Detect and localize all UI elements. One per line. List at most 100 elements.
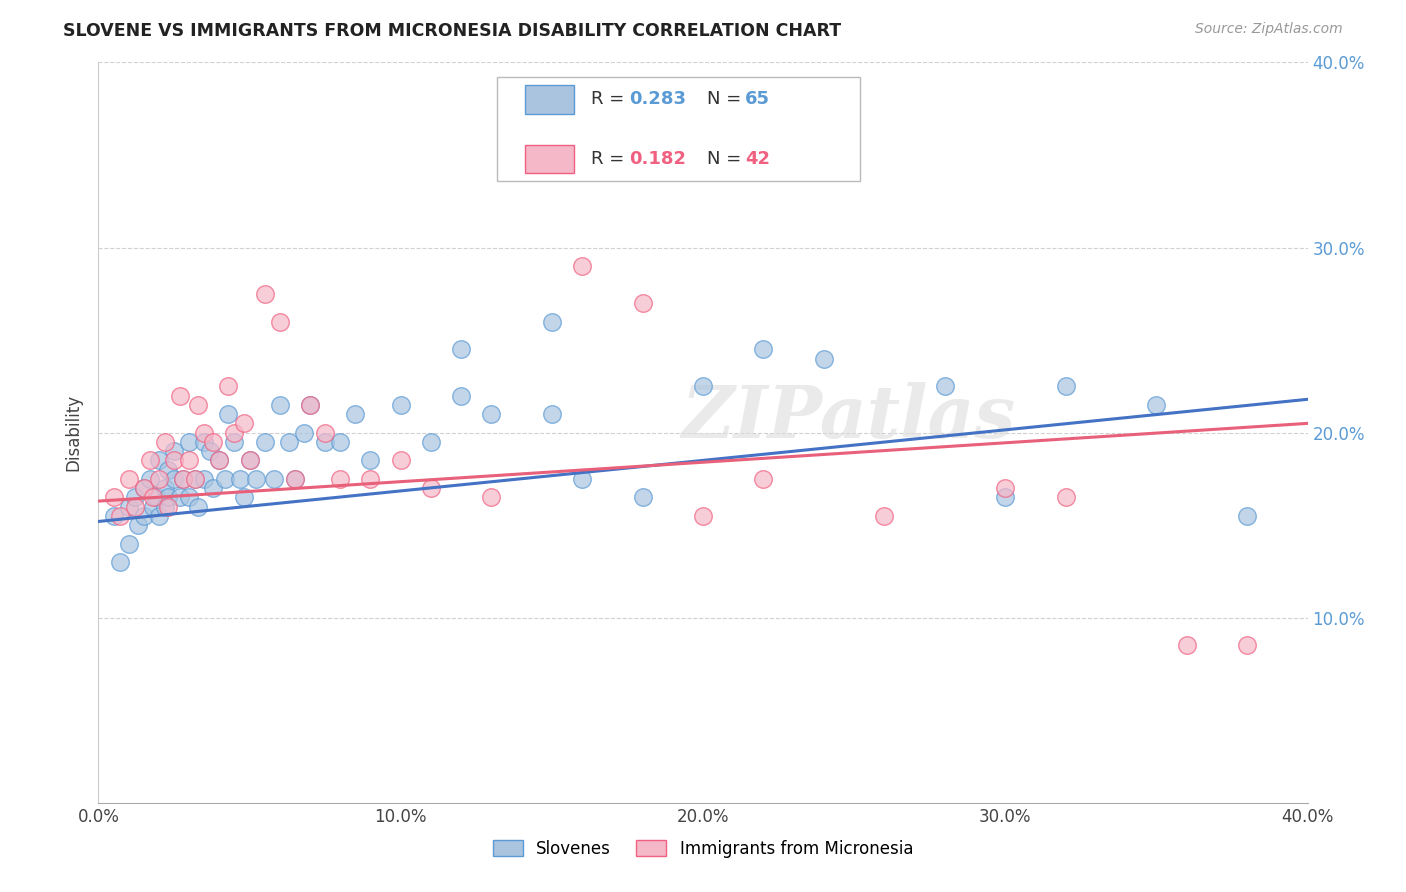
Point	[284, 472, 307, 486]
Text: 65: 65	[745, 90, 770, 109]
Point	[184, 472, 207, 486]
Point	[329, 434, 352, 449]
Point	[245, 472, 267, 486]
Bar	[526, 145, 574, 173]
Point	[813, 351, 835, 366]
Point	[202, 434, 225, 449]
Point	[179, 453, 201, 467]
Point	[540, 314, 562, 328]
Point	[139, 472, 162, 486]
Point	[263, 472, 285, 486]
Point	[103, 491, 125, 505]
Point	[132, 508, 155, 523]
Point	[148, 508, 170, 523]
Point	[450, 343, 472, 357]
Point	[103, 508, 125, 523]
Point	[1054, 379, 1077, 393]
Point	[752, 472, 775, 486]
Point	[692, 379, 714, 393]
Point	[208, 453, 231, 467]
Point	[253, 434, 276, 449]
Point	[571, 472, 593, 486]
Point	[277, 434, 299, 449]
Point	[450, 388, 472, 402]
Point	[692, 508, 714, 523]
Point	[329, 472, 352, 486]
Point	[214, 472, 236, 486]
Point	[172, 472, 194, 486]
Point	[752, 343, 775, 357]
Point	[132, 481, 155, 495]
Point	[239, 453, 262, 467]
Legend: Slovenes, Immigrants from Micronesia: Slovenes, Immigrants from Micronesia	[486, 833, 920, 865]
Y-axis label: Disability: Disability	[65, 394, 83, 471]
Point	[299, 398, 322, 412]
Point	[156, 491, 179, 505]
Point	[229, 472, 252, 486]
Point	[108, 508, 131, 523]
Point	[142, 491, 165, 505]
Point	[360, 472, 382, 486]
Point	[118, 472, 141, 486]
Point	[208, 453, 231, 467]
Point	[163, 453, 186, 467]
Point	[193, 434, 215, 449]
Point	[217, 407, 239, 421]
Point	[631, 296, 654, 310]
Point	[172, 472, 194, 486]
Text: 0.283: 0.283	[630, 90, 686, 109]
Point	[232, 417, 254, 431]
Text: 42: 42	[745, 150, 770, 168]
Point	[187, 398, 209, 412]
Point	[153, 434, 176, 449]
Point	[142, 500, 165, 514]
Point	[163, 444, 186, 458]
Text: Source: ZipAtlas.com: Source: ZipAtlas.com	[1195, 22, 1343, 37]
Point	[269, 398, 291, 412]
Point	[179, 434, 201, 449]
Point	[873, 508, 896, 523]
Point	[124, 491, 146, 505]
Point	[934, 379, 956, 393]
Point	[269, 314, 291, 328]
Point	[1144, 398, 1167, 412]
Point	[139, 453, 162, 467]
Point	[169, 491, 191, 505]
Point	[253, 286, 276, 301]
Point	[540, 407, 562, 421]
Point	[571, 259, 593, 273]
Text: SLOVENE VS IMMIGRANTS FROM MICRONESIA DISABILITY CORRELATION CHART: SLOVENE VS IMMIGRANTS FROM MICRONESIA DI…	[63, 22, 841, 40]
Point	[132, 481, 155, 495]
Point	[187, 500, 209, 514]
Point	[200, 444, 222, 458]
Text: N =: N =	[707, 90, 741, 109]
Point	[284, 472, 307, 486]
Text: R =: R =	[591, 90, 624, 109]
Point	[148, 472, 170, 486]
Point	[292, 425, 315, 440]
Point	[1175, 639, 1198, 653]
Point	[184, 472, 207, 486]
Text: ZIPatlas: ZIPatlas	[681, 383, 1015, 453]
Point	[118, 500, 141, 514]
Point	[153, 481, 176, 495]
Bar	[526, 86, 574, 113]
Point	[153, 500, 176, 514]
Point	[631, 491, 654, 505]
Point	[299, 398, 322, 412]
Point	[344, 407, 367, 421]
Point	[420, 434, 443, 449]
Point	[145, 491, 167, 505]
Point	[1236, 508, 1258, 523]
Point	[389, 453, 412, 467]
Point	[163, 472, 186, 486]
Point	[169, 388, 191, 402]
Point	[193, 425, 215, 440]
Point	[224, 425, 246, 440]
Text: N =: N =	[707, 150, 741, 168]
Point	[156, 500, 179, 514]
Point	[1054, 491, 1077, 505]
Point	[360, 453, 382, 467]
Point	[481, 491, 503, 505]
Point	[217, 379, 239, 393]
